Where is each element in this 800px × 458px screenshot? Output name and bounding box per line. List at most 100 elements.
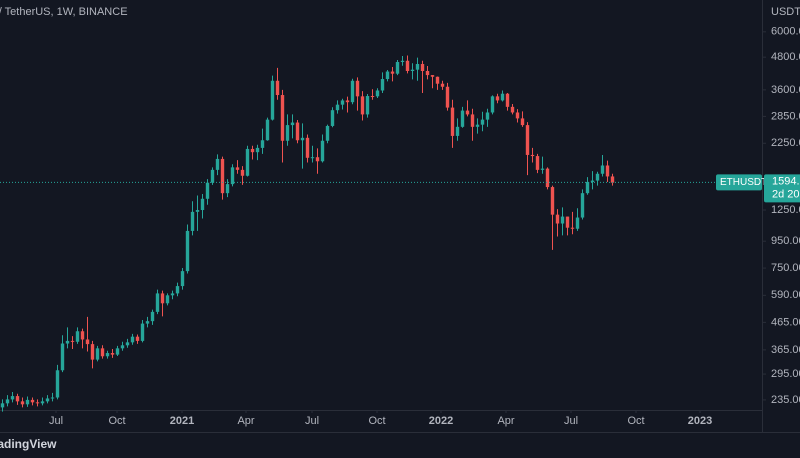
candle-body [260, 140, 265, 148]
candle-body [145, 321, 150, 324]
candle-body [240, 169, 245, 176]
candle-body [155, 293, 160, 312]
candle-body [425, 71, 430, 76]
candle-body [5, 399, 10, 404]
x-tick-label: Oct [368, 415, 385, 427]
candle-body [410, 69, 415, 72]
x-tick-label: 2022 [429, 415, 453, 427]
candle-body [150, 311, 155, 322]
candle-body [565, 216, 570, 228]
candle-body [450, 107, 455, 136]
candle-body [255, 147, 260, 153]
candle-body [355, 80, 360, 97]
candle-body [115, 348, 120, 355]
candle-body [110, 353, 115, 355]
candle-body [215, 158, 220, 170]
candle-body [405, 60, 410, 72]
candle-body [600, 165, 605, 174]
candle-body [390, 71, 395, 74]
candle-body [75, 331, 80, 342]
candle-body [430, 75, 435, 77]
candle-body [295, 122, 300, 141]
candle-body [395, 62, 400, 74]
candle-body [135, 336, 140, 341]
candle-body [10, 396, 15, 400]
candle-body [435, 76, 440, 84]
candle-body [230, 167, 235, 185]
y-tick-label: 1250.00 [771, 204, 800, 216]
brand[interactable]: TradingView [0, 437, 57, 451]
y-tick-label: 3600.00 [771, 84, 800, 96]
candle-body [55, 370, 60, 398]
y-tick-label: 4800.00 [771, 51, 800, 63]
x-tick-label: Jul [49, 415, 63, 427]
candle-body [595, 173, 600, 181]
candle-body [270, 80, 275, 120]
candle-body [415, 64, 420, 70]
y-tick-label: 2850.00 [771, 110, 800, 122]
candle-body [310, 157, 315, 159]
candle-body [480, 119, 485, 125]
candle-body [305, 137, 310, 158]
candle-body [530, 154, 535, 157]
candle-body [590, 180, 595, 182]
x-tick-label: 2023 [688, 415, 712, 427]
candle-body [345, 100, 350, 103]
candle-body [130, 336, 135, 343]
candle-body [350, 80, 355, 103]
y-tick-label: 950.00 [771, 235, 800, 247]
candle-body [540, 168, 545, 170]
x-tick-label: Oct [108, 415, 125, 427]
candle-body [575, 217, 580, 229]
candle-body [180, 271, 185, 287]
candle-body [440, 83, 445, 87]
candle-body [500, 93, 505, 101]
x-tick-label: Apr [497, 415, 514, 427]
candle-body [360, 96, 365, 115]
candle-body [50, 397, 55, 399]
candle-body [160, 293, 165, 304]
candle-body [95, 348, 100, 360]
candle-body [275, 80, 280, 96]
symbol-label: ETHUSDT [720, 177, 767, 188]
candle-body [340, 100, 345, 105]
candle-body [175, 286, 180, 294]
candle-body [585, 181, 590, 194]
chart-title: Ethereum / TetherUS, 1W, BINANCE [0, 6, 128, 18]
candle-body [570, 227, 575, 229]
price-label: 1594.70 [772, 175, 800, 187]
candle-body [285, 125, 290, 141]
candle-body [60, 343, 65, 371]
candle-body [325, 125, 330, 141]
candle-body [200, 198, 205, 211]
candle-body [45, 398, 50, 402]
candle-body [580, 193, 585, 218]
candle-body [375, 90, 380, 97]
candle-body [0, 403, 5, 408]
candle-body [235, 167, 240, 170]
candle-body [315, 157, 320, 162]
candle-body [185, 230, 190, 272]
candle-body [85, 339, 90, 345]
candle-body [610, 176, 615, 183]
candle-body [220, 158, 225, 194]
candle-body [420, 64, 425, 72]
candle-body [385, 71, 390, 80]
candle-body [445, 86, 450, 108]
candle-body [90, 344, 95, 360]
candle-body [265, 119, 270, 141]
candle-body [280, 95, 285, 141]
candle-body [460, 110, 465, 127]
x-tick-label: Jul [564, 415, 578, 427]
candle-body [100, 348, 105, 357]
candle-body [30, 399, 35, 403]
candle-body [560, 216, 565, 224]
y-tick-label: 2250.00 [771, 137, 800, 149]
candle-body [20, 401, 25, 405]
candle-body [290, 122, 295, 126]
candle-body [470, 114, 475, 127]
candle-body [550, 187, 555, 215]
x-tick-label: Apr [237, 415, 254, 427]
y-unit: USDT [771, 6, 800, 18]
